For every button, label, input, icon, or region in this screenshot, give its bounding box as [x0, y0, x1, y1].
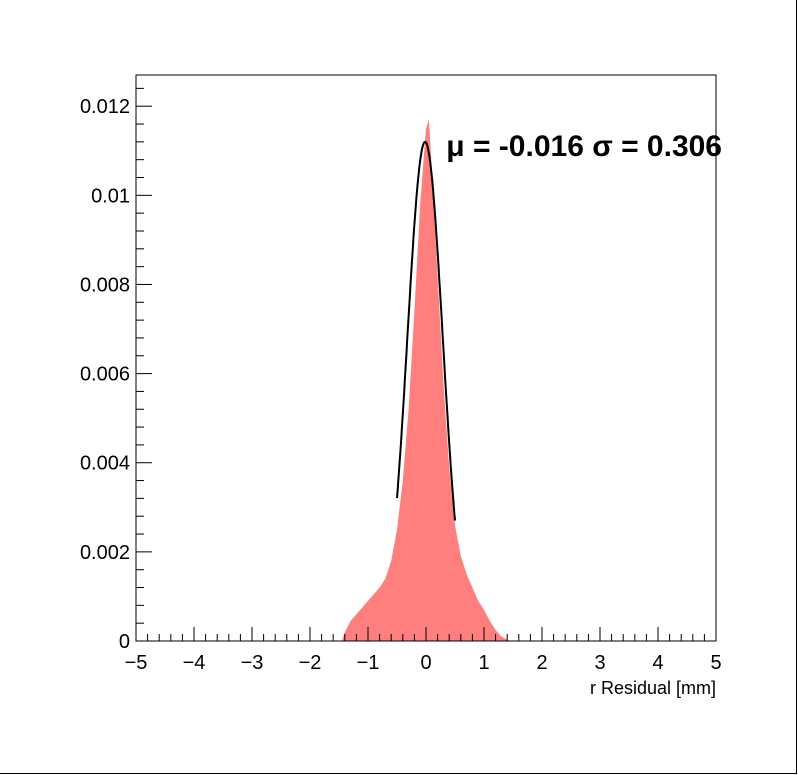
y-tick-label: 0.006 [80, 364, 130, 386]
gaussian-fit-curve [396, 140, 456, 521]
x-tick-label: 4 [652, 652, 663, 674]
x-tick-label: 2 [536, 652, 547, 674]
x-tick-label: −3 [241, 652, 264, 674]
y-tick-label: 0.008 [80, 274, 130, 296]
x-tick-label: −2 [299, 652, 322, 674]
x-tick-label: 0 [420, 652, 431, 674]
x-tick-label: 1 [478, 652, 489, 674]
x-tick-label: 5 [710, 652, 721, 674]
tick-label-layer: −5 −4 −3 −2 −1 0 1 2 3 4 5 0 0.002 0.004 0.006 0.008 0.0… [80, 96, 722, 674]
fit-annotation: μ = -0.016 σ = 0.306 [446, 130, 722, 163]
histogram-layer [341, 119, 511, 642]
x-tick-label: −1 [357, 652, 380, 674]
y-tick-label: 0 [119, 631, 130, 653]
x-tick-label: 3 [594, 652, 605, 674]
y-tick-label: 0.012 [80, 96, 130, 118]
y-tick-label: 0.01 [91, 185, 130, 207]
x-tick-label: −4 [183, 652, 206, 674]
x-axis-title: r Residual [mm] [590, 678, 716, 698]
y-tick-label: 0.002 [80, 542, 130, 564]
x-tick-label: −5 [125, 652, 148, 674]
tick-layer [135, 87, 717, 642]
fit-layer [396, 140, 456, 521]
y-tick-label: 0.004 [80, 453, 130, 475]
histogram-area [341, 119, 511, 642]
